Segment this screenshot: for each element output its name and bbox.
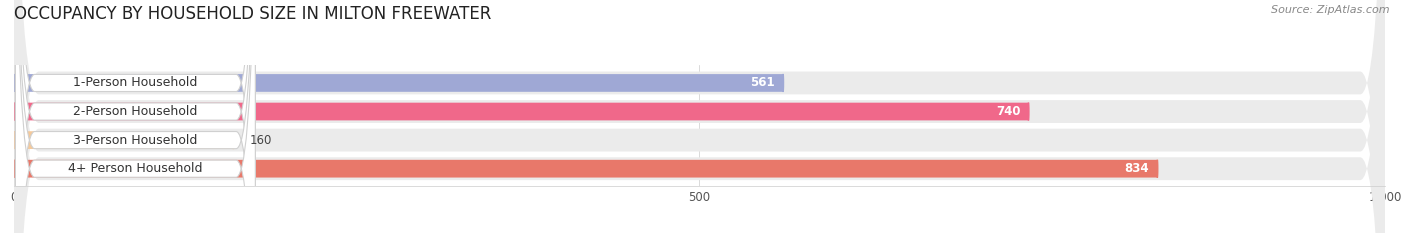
FancyBboxPatch shape (14, 131, 233, 149)
FancyBboxPatch shape (14, 0, 1385, 233)
FancyBboxPatch shape (15, 0, 256, 233)
FancyBboxPatch shape (15, 0, 256, 233)
Text: 740: 740 (995, 105, 1021, 118)
FancyBboxPatch shape (14, 103, 1029, 120)
FancyBboxPatch shape (14, 0, 1385, 233)
Text: 4+ Person Household: 4+ Person Household (67, 162, 202, 175)
FancyBboxPatch shape (15, 0, 256, 233)
FancyBboxPatch shape (14, 160, 1157, 178)
FancyBboxPatch shape (14, 0, 1385, 233)
Text: 2-Person Household: 2-Person Household (73, 105, 198, 118)
Text: 160: 160 (250, 134, 273, 147)
FancyBboxPatch shape (14, 74, 783, 92)
Text: 3-Person Household: 3-Person Household (73, 134, 198, 147)
Text: 1-Person Household: 1-Person Household (73, 76, 198, 89)
Text: 561: 561 (751, 76, 775, 89)
FancyBboxPatch shape (15, 0, 256, 233)
Text: Source: ZipAtlas.com: Source: ZipAtlas.com (1271, 5, 1389, 15)
FancyBboxPatch shape (14, 0, 1385, 233)
Text: OCCUPANCY BY HOUSEHOLD SIZE IN MILTON FREEWATER: OCCUPANCY BY HOUSEHOLD SIZE IN MILTON FR… (14, 5, 492, 23)
Text: 834: 834 (1125, 162, 1149, 175)
